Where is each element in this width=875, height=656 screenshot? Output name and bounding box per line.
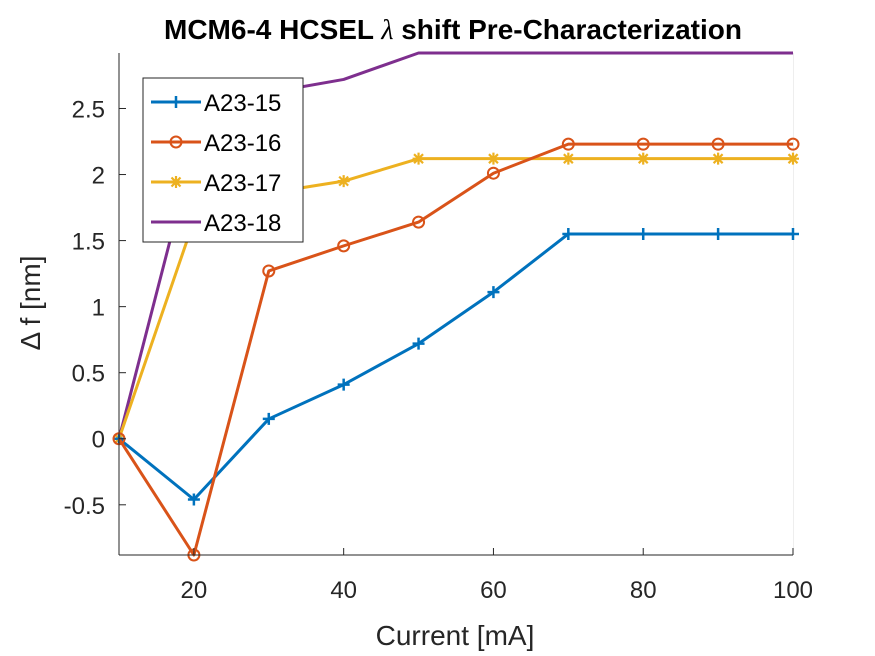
series-line [118, 232, 793, 502]
y-tick-label: 1 [92, 295, 105, 322]
y-tick-label: 2.5 [72, 96, 105, 123]
legend-item: A23-17 [151, 170, 281, 197]
legend: A23-15 A23-16 A23-17 A23-18 [142, 77, 304, 243]
data-point [562, 152, 575, 165]
x-tick-label: 100 [773, 577, 813, 604]
y-tick-label: 1.5 [72, 229, 105, 256]
series-line [117, 142, 793, 557]
data-point [787, 152, 799, 165]
data-point [262, 412, 275, 425]
data-point [636, 137, 650, 151]
legend-item: A23-18 [151, 210, 281, 237]
legend-label: A23-17 [204, 170, 281, 197]
y-tick-label: -0.5 [64, 493, 105, 520]
legend-item: A23-16 [151, 130, 281, 157]
data-point [637, 152, 650, 165]
legend-item: A23-15 [151, 90, 281, 117]
data-point [337, 239, 351, 253]
legend-marker [170, 176, 182, 188]
x-tick-label: 80 [630, 577, 657, 604]
data-point [712, 152, 725, 165]
legend-marker [169, 135, 183, 149]
data-point [487, 286, 500, 299]
axes [118, 53, 794, 556]
x-axis-label: Current [mA] [376, 620, 535, 651]
data-point [712, 227, 725, 240]
data-point [486, 166, 500, 180]
data-point [561, 137, 575, 151]
data-point [786, 137, 800, 151]
data-point [337, 175, 350, 188]
chart-title-lambda: λ [380, 15, 393, 46]
y-tick-label: 0 [92, 427, 105, 454]
chart-title-prefix: MCM6-4 HCSEL [164, 14, 381, 45]
data-point [787, 227, 799, 240]
legend-label: A23-18 [204, 210, 281, 237]
x-tick-label: 60 [480, 577, 507, 604]
legend-box [142, 77, 304, 243]
legend-marker [170, 96, 182, 108]
data-point [412, 215, 426, 229]
x-tick-label: 20 [181, 577, 208, 604]
data-point [637, 227, 650, 240]
data-point [412, 337, 425, 350]
tick-labels: 20 40 60 80 100 -0.5 0 0.5 1 1.5 2 2.5 [64, 96, 813, 604]
legend-label: A23-15 [204, 90, 281, 117]
y-tick-label: 0.5 [72, 361, 105, 388]
data-point [187, 493, 200, 506]
data-point [487, 152, 500, 165]
y-axis-label: Δ f [nm] [15, 256, 46, 351]
data-point [337, 378, 350, 391]
data-point [262, 264, 276, 278]
y-tick-label: 2 [92, 163, 105, 190]
data-point [562, 227, 575, 240]
chart-title-suffix: shift Pre-Characterization [393, 14, 742, 45]
data-point [711, 137, 725, 151]
series-A23-15 [113, 227, 799, 506]
x-tick-label: 40 [330, 577, 357, 604]
data-point [412, 152, 425, 165]
legend-label: A23-16 [204, 130, 281, 157]
chart-title: MCM6-4 HCSEL λ shift Pre-Characterizatio… [164, 14, 742, 46]
